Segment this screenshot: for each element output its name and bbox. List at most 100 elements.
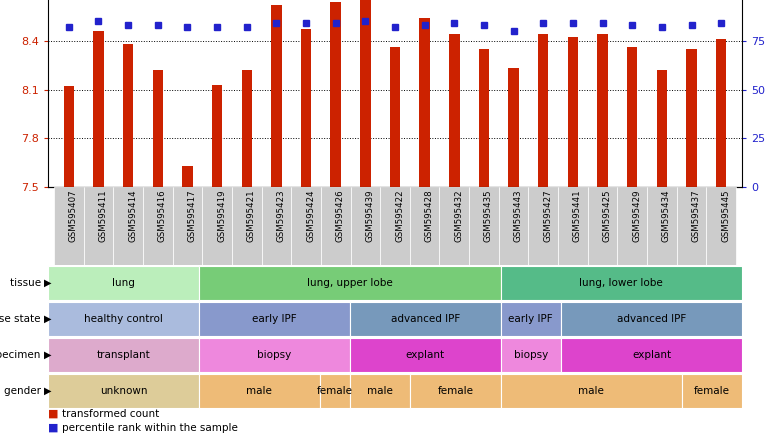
Bar [410, 187, 440, 265]
Bar [677, 187, 706, 265]
Text: advanced IPF: advanced IPF [617, 314, 686, 324]
Text: ▶: ▶ [44, 386, 52, 396]
Text: GSM595416: GSM595416 [158, 189, 167, 242]
Bar [568, 37, 578, 187]
Text: ■: ■ [48, 409, 59, 419]
Text: tissue: tissue [9, 278, 44, 288]
Bar [509, 68, 519, 187]
Text: explant: explant [632, 350, 671, 360]
Bar [153, 70, 163, 187]
Text: ■: ■ [48, 423, 59, 433]
Bar [331, 2, 341, 187]
Bar [271, 5, 281, 187]
Bar [48, 302, 199, 336]
Bar [706, 187, 736, 265]
Text: female: female [317, 386, 353, 396]
Bar [48, 266, 199, 300]
Text: GSM595422: GSM595422 [395, 189, 404, 242]
Bar [501, 266, 742, 300]
Text: specimen: specimen [0, 350, 44, 360]
Bar [199, 374, 320, 408]
Bar [538, 34, 549, 187]
Bar [48, 338, 199, 372]
Text: explant: explant [405, 350, 445, 360]
Bar [449, 34, 459, 187]
Text: biopsy: biopsy [514, 350, 548, 360]
Bar [199, 338, 350, 372]
Bar [380, 187, 410, 265]
Text: GSM595434: GSM595434 [662, 189, 671, 242]
Text: gender: gender [4, 386, 44, 396]
Bar [390, 47, 400, 187]
Text: ▶: ▶ [44, 314, 52, 324]
Bar [618, 187, 647, 265]
Bar [182, 166, 193, 187]
Bar [501, 374, 681, 408]
Text: unknown: unknown [100, 386, 147, 396]
Text: GSM595421: GSM595421 [247, 189, 256, 242]
Text: disease state: disease state [0, 314, 44, 324]
Bar [561, 302, 742, 336]
Bar [113, 187, 143, 265]
Text: GSM595411: GSM595411 [99, 189, 107, 242]
Text: ▶: ▶ [44, 350, 52, 360]
Bar [64, 86, 74, 187]
Text: female: female [437, 386, 474, 396]
Bar [558, 187, 588, 265]
Text: ▶: ▶ [44, 278, 52, 288]
Text: GSM595435: GSM595435 [484, 189, 493, 242]
Bar [301, 29, 311, 187]
Text: GSM595439: GSM595439 [365, 189, 374, 242]
Bar [232, 187, 262, 265]
Text: percentile rank within the sample: percentile rank within the sample [62, 423, 238, 433]
Text: GSM595432: GSM595432 [454, 189, 463, 242]
Text: GSM595414: GSM595414 [128, 189, 137, 242]
Text: GSM595419: GSM595419 [217, 189, 226, 242]
Text: GSM595427: GSM595427 [543, 189, 552, 242]
Bar [123, 44, 133, 187]
Bar [588, 187, 618, 265]
Text: GSM595426: GSM595426 [336, 189, 345, 242]
Bar [321, 187, 350, 265]
Bar [528, 187, 558, 265]
Bar [501, 302, 561, 336]
Bar [84, 187, 113, 265]
Bar [93, 31, 103, 187]
Text: GSM595424: GSM595424 [306, 189, 315, 242]
Bar [597, 34, 608, 187]
Text: GSM595437: GSM595437 [691, 189, 701, 242]
Text: transformed count: transformed count [62, 409, 159, 419]
Text: early IPF: early IPF [509, 314, 553, 324]
Bar [561, 338, 742, 372]
Text: biopsy: biopsy [257, 350, 292, 360]
Bar [199, 302, 350, 336]
Bar [202, 187, 232, 265]
Bar [501, 338, 561, 372]
Text: female: female [694, 386, 730, 396]
Bar [54, 187, 84, 265]
Text: transplant: transplant [96, 350, 151, 360]
Text: GSM595445: GSM595445 [721, 189, 730, 242]
Text: GSM595423: GSM595423 [277, 189, 285, 242]
Bar [627, 47, 637, 187]
Bar [48, 374, 199, 408]
Text: advanced IPF: advanced IPF [390, 314, 459, 324]
Text: male: male [578, 386, 604, 396]
Bar [440, 187, 469, 265]
Bar [212, 85, 222, 187]
Bar [291, 187, 321, 265]
Text: early IPF: early IPF [252, 314, 296, 324]
Bar [686, 49, 697, 187]
Text: GSM595428: GSM595428 [425, 189, 434, 242]
Bar [419, 18, 430, 187]
Bar [320, 374, 350, 408]
Bar [350, 302, 501, 336]
Bar [350, 374, 410, 408]
Text: GSM595443: GSM595443 [514, 189, 523, 242]
Bar [172, 187, 202, 265]
Bar [716, 39, 727, 187]
Text: male: male [367, 386, 393, 396]
Text: GSM595425: GSM595425 [603, 189, 612, 242]
Bar [199, 266, 501, 300]
Bar [479, 49, 489, 187]
